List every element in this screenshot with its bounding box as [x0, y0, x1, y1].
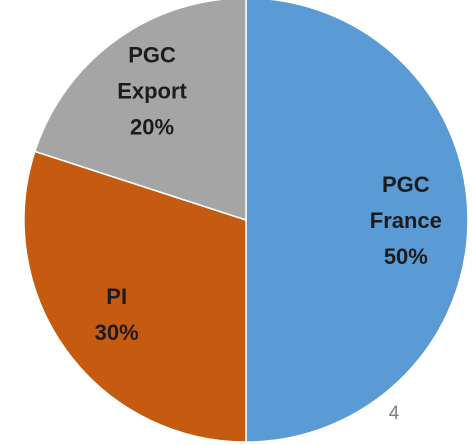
slice-category-label: PI	[106, 284, 127, 309]
pie-slice	[33, 0, 247, 222]
label-line: PGC	[128, 43, 176, 68]
slice-value-label: 30%	[95, 320, 139, 345]
slice-category-label: PGC Export	[117, 43, 187, 104]
label-line: Export	[117, 79, 187, 104]
slice-value-label: 50%	[384, 244, 428, 269]
pie-chart: PGC France 50% PI 30% PGC Export 20%	[23, 0, 469, 443]
label-line: PI	[106, 284, 127, 309]
slice-category-label: PGC France	[370, 172, 442, 233]
label-line: France	[370, 208, 442, 233]
page-number: 4	[389, 403, 400, 424]
pie-slice	[23, 150, 247, 443]
slice-value-label: 20%	[130, 115, 174, 140]
pie-slice	[245, 0, 469, 443]
label-line: PGC	[382, 172, 430, 197]
